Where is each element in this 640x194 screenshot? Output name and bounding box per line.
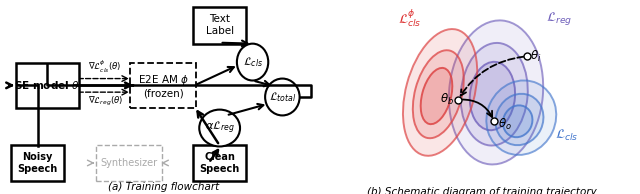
Ellipse shape: [461, 43, 528, 146]
Ellipse shape: [449, 20, 543, 165]
Text: (a) Training flowchart: (a) Training flowchart: [108, 182, 219, 192]
Text: $\mathcal{L}_{reg}$: $\mathcal{L}_{reg}$: [546, 10, 572, 27]
FancyBboxPatch shape: [11, 145, 65, 181]
FancyBboxPatch shape: [16, 63, 79, 108]
Text: (b) Schematic diagram of training trajectory: (b) Schematic diagram of training trajec…: [367, 187, 596, 194]
Text: Noisy
Speech: Noisy Speech: [18, 152, 58, 174]
Text: $\theta_i$: $\theta_i$: [530, 49, 541, 64]
Text: Synthesizer: Synthesizer: [100, 158, 157, 168]
Ellipse shape: [403, 29, 477, 156]
Ellipse shape: [486, 80, 556, 155]
Text: Text
Label: Text Label: [205, 14, 234, 36]
Ellipse shape: [470, 62, 515, 130]
Text: $\nabla\mathcal{L}_{reg}(\theta)$: $\nabla\mathcal{L}_{reg}(\theta)$: [88, 95, 123, 108]
Ellipse shape: [237, 44, 268, 81]
Ellipse shape: [495, 94, 543, 145]
Ellipse shape: [413, 50, 464, 138]
FancyBboxPatch shape: [96, 145, 162, 181]
Text: $\alpha\mathcal{L}_{reg}$: $\alpha\mathcal{L}_{reg}$: [205, 120, 234, 136]
Text: $\mathcal{L}_{cls}$: $\mathcal{L}_{cls}$: [555, 128, 578, 143]
Ellipse shape: [265, 79, 300, 115]
Ellipse shape: [199, 110, 240, 146]
Text: $\nabla\mathcal{L}^{\phi}_{cls}(\theta)$: $\nabla\mathcal{L}^{\phi}_{cls}(\theta)$: [88, 58, 122, 75]
Text: $\theta_o$: $\theta_o$: [498, 117, 512, 133]
FancyBboxPatch shape: [193, 145, 246, 181]
Text: $\theta_b$: $\theta_b$: [440, 92, 454, 107]
FancyBboxPatch shape: [193, 7, 246, 44]
Text: SE model $\theta$: SE model $\theta$: [14, 79, 80, 91]
Ellipse shape: [420, 68, 452, 124]
Ellipse shape: [503, 105, 532, 137]
Text: $\mathcal{L}_{cls}^{\phi}$: $\mathcal{L}_{cls}^{\phi}$: [397, 8, 421, 29]
Text: Clean
Speech: Clean Speech: [200, 152, 240, 174]
Text: $\mathcal{L}_{total}$: $\mathcal{L}_{total}$: [269, 90, 296, 104]
Text: E2E AM $\phi$
(frozen): E2E AM $\phi$ (frozen): [138, 73, 189, 98]
Text: $\mathcal{L}_{cls}$: $\mathcal{L}_{cls}$: [243, 55, 262, 69]
FancyBboxPatch shape: [131, 63, 196, 108]
